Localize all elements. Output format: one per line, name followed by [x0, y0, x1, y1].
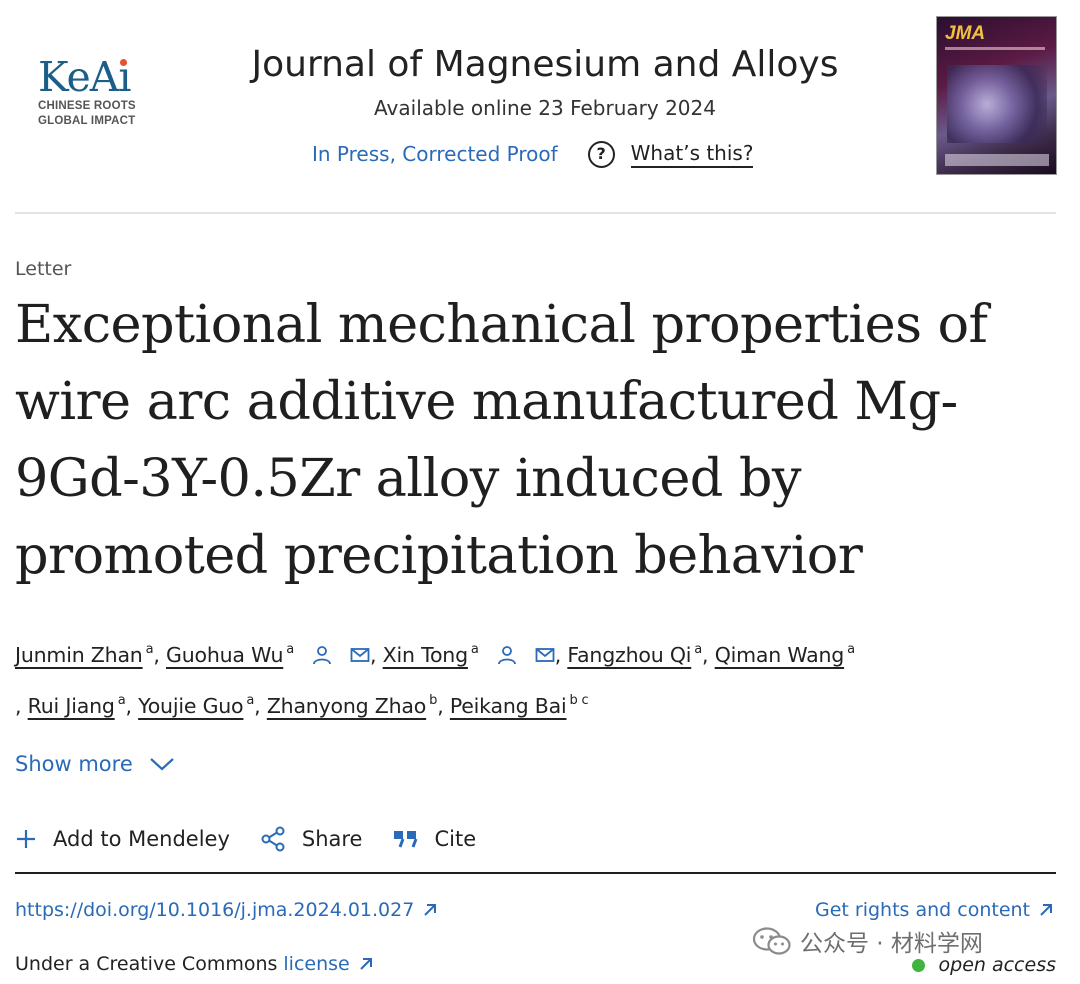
cover-title: JMA: [945, 23, 986, 44]
share-label: Share: [301, 827, 363, 851]
watermark: 公众号 · 材料学网: [752, 924, 983, 958]
affiliation-mark: a: [246, 693, 255, 708]
author-item: Peikang Bai b c: [449, 693, 589, 718]
chevron-down-icon: [150, 758, 174, 771]
external-link-icon: [1040, 904, 1052, 916]
journal-cover-thumbnail[interactable]: JMA: [936, 16, 1057, 175]
license-link[interactable]: license: [283, 953, 350, 975]
add-to-mendeley-button[interactable]: Add to Mendeley: [15, 822, 230, 856]
person-icon[interactable]: [312, 636, 332, 665]
affiliation-mark: a: [470, 642, 479, 657]
available-online-date: Available online 23 February 2024: [374, 96, 716, 120]
watermark-text: 公众号 · 材料学网: [800, 931, 983, 957]
author-link[interactable]: Zhanyong Zhao: [266, 694, 427, 718]
cite-button[interactable]: Cite: [392, 822, 476, 856]
mendeley-label: Add to Mendeley: [53, 827, 230, 851]
header-divider: [15, 212, 1056, 214]
article-type: Letter: [15, 258, 72, 280]
author-link[interactable]: Xin Tong: [382, 643, 468, 667]
affiliation-mark: a: [694, 642, 703, 657]
author-item: Guohua Wu a: [166, 642, 295, 667]
envelope-icon[interactable]: [350, 636, 370, 662]
author-item: Zhanyong Zhao b: [266, 693, 438, 718]
author-link[interactable]: Guohua Wu: [166, 643, 284, 667]
open-access-badge: open access: [911, 952, 1056, 978]
journal-header: Journal of Magnesium and Alloys Availabl…: [160, 42, 930, 122]
share-button[interactable]: Share: [260, 822, 363, 856]
open-access-label: open access: [938, 954, 1056, 976]
question-icon[interactable]: ?: [587, 140, 615, 168]
in-press-link[interactable]: In Press, Corrected Proof: [312, 142, 558, 166]
show-more-button[interactable]: Show more: [15, 748, 175, 780]
share-icon: [261, 826, 285, 852]
author-item: Fangzhou Qi a: [567, 642, 703, 667]
doi-text: https://doi.org/10.1016/j.jma.2024.01.02…: [15, 899, 415, 921]
logo-tagline-1: CHINESE ROOTS: [38, 100, 136, 112]
license-prefix: Under a Creative Commons: [15, 953, 278, 975]
doi-link[interactable]: https://doi.org/10.1016/j.jma.2024.01.02…: [15, 896, 438, 924]
open-access-dot-icon: [911, 958, 925, 972]
author-list: Junmin Zhan a, Guohua Wu a, Xin Tong a, Fan…: [15, 627, 1070, 729]
affiliation-mark: b: [429, 693, 438, 708]
affiliation-mark: a: [286, 642, 295, 657]
article-status-row: In Press, Corrected Proof ? What’s this?: [312, 139, 754, 169]
rights-text: Get rights and content: [814, 899, 1030, 921]
journal-title-link[interactable]: Journal of Magnesium and Alloys: [251, 44, 839, 85]
author-link[interactable]: Fangzhou Qi: [567, 643, 692, 667]
logo-tagline-2: GLOBAL IMPACT: [38, 115, 136, 127]
quote-icon: [394, 831, 418, 848]
affiliation-mark: b c: [569, 693, 589, 708]
get-rights-link[interactable]: Get rights and content: [815, 896, 1054, 924]
article-actions: Add to Mendeley Share Cite: [15, 822, 506, 856]
plus-icon: [17, 830, 35, 848]
person-icon[interactable]: [497, 636, 517, 665]
author-link[interactable]: Qiman Wang: [714, 643, 845, 667]
cover-footer-bar: [945, 154, 1049, 166]
actions-divider: [15, 872, 1056, 874]
article-title: Exceptional mechanical properties of wir…: [15, 294, 988, 586]
logo-text: KeAi: [38, 53, 132, 101]
publisher-logo[interactable]: KeAi CHINESE ROOTS GLOBAL IMPACT: [38, 55, 148, 129]
envelope-icon[interactable]: [535, 636, 555, 662]
external-link-icon: [424, 904, 437, 916]
cover-artwork: [947, 65, 1047, 143]
author-link[interactable]: Rui Jiang: [27, 694, 115, 718]
show-more-label: Show more: [15, 752, 133, 776]
logo-dot: [119, 59, 127, 66]
cite-label: Cite: [434, 827, 477, 851]
author-item: Xin Tong a: [382, 642, 479, 667]
author-item: Rui Jiang a: [27, 693, 126, 718]
license-line: Under a Creative Commons license: [15, 950, 374, 978]
whats-this-link[interactable]: What’s this?: [630, 140, 754, 168]
affiliation-mark: a: [145, 642, 154, 657]
author-link[interactable]: Peikang Bai: [449, 694, 567, 718]
external-link-icon: [360, 958, 372, 970]
author-item: Qiman Wang a: [714, 642, 855, 667]
wechat-icon: [752, 927, 791, 955]
affiliation-mark: a: [117, 693, 126, 708]
affiliation-mark: a: [847, 642, 855, 657]
cover-subtitle-bar: [945, 47, 1045, 50]
author-link[interactable]: Junmin Zhan: [15, 643, 143, 667]
author-link[interactable]: Youjie Guo: [138, 694, 244, 718]
author-item: Youjie Guo a: [138, 693, 255, 718]
author-item: Junmin Zhan a: [15, 642, 154, 667]
